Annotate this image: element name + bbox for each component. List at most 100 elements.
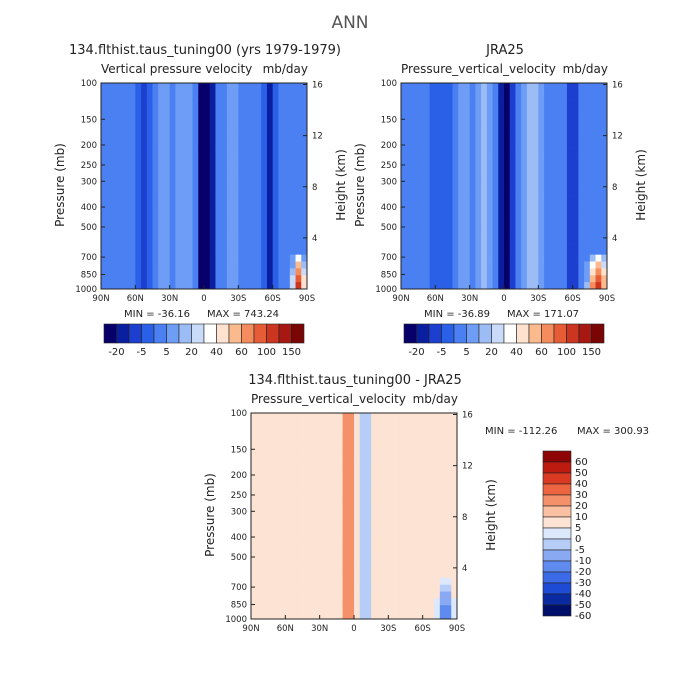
field-cell: [342, 529, 349, 537]
field-cell: [291, 481, 298, 489]
colorbar-label: 0: [575, 534, 581, 545]
field-cell: [251, 447, 258, 455]
field-cell: [463, 131, 471, 139]
field-cell: [279, 605, 286, 613]
field-cell: [251, 495, 258, 503]
field-cell: [118, 124, 125, 132]
field-cell: [226, 144, 234, 153]
field-cell: [342, 550, 349, 558]
field-cell: [256, 591, 263, 599]
field-cell: [406, 247, 413, 256]
field-cell: [129, 158, 136, 166]
field-cell: [365, 447, 372, 455]
field-cell: [285, 584, 292, 592]
field-cell: [262, 467, 269, 476]
field-cell: [515, 186, 522, 194]
field-cell: [302, 454, 309, 462]
field-cell: [319, 447, 326, 455]
field-cell: [163, 131, 171, 139]
field-cell: [232, 124, 239, 132]
field-cell: [441, 179, 448, 187]
field-cell: [595, 83, 602, 91]
field-cell: [561, 186, 568, 194]
field-cell: [261, 206, 268, 214]
field-cell: [555, 83, 562, 91]
field-cell: [481, 179, 488, 187]
field-cell: [255, 261, 262, 269]
field-cell: [509, 234, 516, 242]
field-cell: [451, 550, 458, 558]
field-cell: [359, 591, 366, 599]
field-cell: [452, 275, 459, 283]
field-cell: [498, 213, 505, 221]
field-cell: [123, 172, 131, 180]
field-cell: [251, 584, 258, 592]
field-cell: [504, 282, 511, 290]
field-cell: [291, 605, 298, 613]
field-cell: [181, 199, 188, 207]
field-cell: [371, 564, 378, 572]
field-cell: [226, 199, 234, 207]
field-cell: [382, 419, 389, 428]
field-cell: [186, 89, 193, 98]
field-cell: [578, 220, 585, 228]
field-cell: [422, 413, 429, 421]
field-cell: [175, 227, 182, 235]
field-cell: [135, 275, 142, 283]
field-cell: [175, 247, 182, 256]
field-cell: [261, 172, 268, 180]
field-cell: [435, 254, 442, 262]
field-cell: [359, 454, 366, 462]
field-cell: [388, 577, 395, 586]
field-cell: [221, 206, 228, 214]
field-cell: [262, 612, 269, 620]
field-cell: [285, 440, 292, 448]
field-cell: [434, 440, 441, 448]
field-cell: [504, 199, 511, 207]
field-cell: [589, 151, 596, 159]
field-cell: [141, 179, 148, 187]
field-cell: [388, 474, 395, 483]
field-cell: [319, 577, 326, 586]
field-cell: [284, 89, 291, 98]
field-cell: [336, 419, 343, 428]
field-cell: [106, 192, 113, 201]
field-cell: [458, 282, 465, 290]
field-cell: [325, 584, 332, 592]
field-cell: [435, 83, 442, 91]
field-cell: [492, 96, 499, 104]
field-cell: [359, 440, 366, 448]
field-cell: [418, 131, 425, 139]
field-cell: [273, 474, 281, 483]
field-cell: [382, 564, 389, 572]
field-cell: [232, 234, 239, 242]
field-cell: [238, 151, 245, 159]
field-cell: [262, 564, 269, 572]
field-cell: [301, 144, 308, 153]
colorbar-swatch: [542, 593, 572, 606]
field-cell: [411, 495, 418, 503]
field-cell: [411, 584, 418, 592]
field-cell: [336, 467, 343, 476]
field-cell: [308, 509, 315, 517]
field-cell: [458, 220, 465, 228]
field-cell: [405, 447, 412, 455]
field-cell: [198, 172, 205, 180]
field-cell: [295, 282, 302, 290]
field-cell: [451, 591, 458, 599]
field-cell: [429, 137, 436, 146]
field-cell: [232, 172, 239, 180]
field-cell: [411, 413, 418, 421]
field-cell: [401, 261, 408, 269]
field-cell: [186, 192, 193, 201]
field-cell: [238, 103, 245, 111]
field-cell: [481, 240, 488, 249]
field-cell: [526, 137, 534, 146]
field-cell: [498, 282, 505, 290]
field-cell: [256, 536, 263, 544]
field-cell: [106, 137, 113, 146]
field-cell: [549, 117, 556, 125]
field-cell: [192, 220, 199, 228]
field-cell: [422, 536, 429, 544]
field-cell: [163, 213, 171, 221]
